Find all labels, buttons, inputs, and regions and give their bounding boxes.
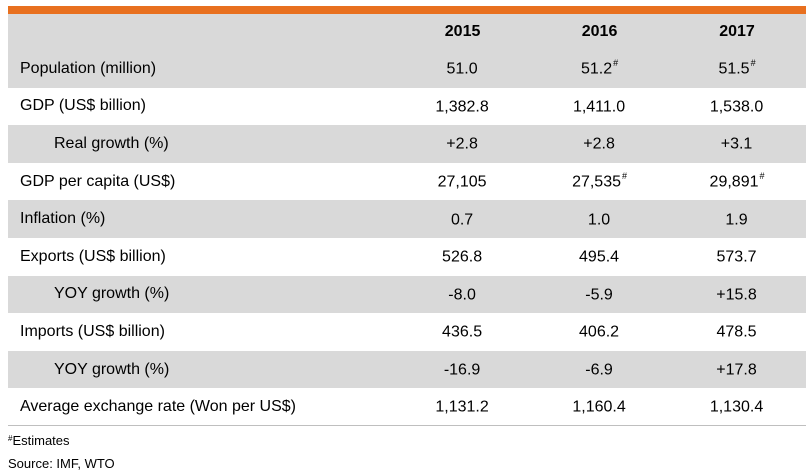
cell-value: +2.8 [531,125,669,163]
cell-value: 0.7 [394,200,532,238]
header-blank-cell [8,14,395,50]
accent-bar [8,6,806,14]
cell-value: +3.1 [668,125,806,163]
economic-indicators-table: 2015 2016 2017 Population (million) 51.0… [8,14,806,426]
cell-value: 1,382.8 [435,98,489,116]
cell-value: 1.9 [668,200,806,238]
table-row: YOY growth (%) -8.0 -5.9 +15.8 [8,275,806,314]
cell-value: 436.5 [442,323,483,341]
table-row: YOY growth (%) -16.9 -6.9 +17.8 [8,350,806,389]
cell-value: 1,411.0 [572,98,626,116]
row-label: Exports (US$ billion) [20,247,166,265]
cell-value: -8.0 [394,275,532,314]
cell-value: 1,131.2 [435,398,489,416]
source-note: Source: IMF, WTO [8,456,115,471]
header-year: 2017 [668,14,806,50]
row-label: Real growth (%) [8,125,395,163]
cell-value: 1,160.4 [572,398,626,416]
row-label: YOY growth (%) [8,350,395,389]
cell-value: 573.7 [716,248,757,266]
row-label: GDP per capita (US$) [20,172,176,190]
header-row: 2015 2016 2017 [8,14,806,50]
cell-value: -16.9 [394,350,532,389]
table-row: Exports (US$ billion) 526.8 495.4 573.7 [8,238,806,276]
cell-value: 526.8 [442,248,483,266]
row-label: YOY growth (%) [8,275,395,314]
table-row: Average exchange rate (Won per US$) 1,13… [8,388,806,426]
cell-value: +2.8 [394,125,532,163]
cell-value: -5.9 [531,275,669,314]
cell-value: 51.2# [531,50,669,88]
cell-value: 51.0 [394,50,532,88]
estimates-mark: # [8,434,13,443]
estimates-text: Estimates [12,433,70,448]
cell-value: +15.8 [668,275,806,314]
table-row: Population (million) 51.0 51.2# 51.5# [8,50,806,88]
table-bottom-rule [8,425,806,426]
row-label: Average exchange rate (Won per US$) [20,398,297,416]
header-year: 2015 [394,14,532,50]
cell-value: 29,891# [709,170,765,191]
table-row: Inflation (%) 0.7 1.0 1.9 [8,200,806,238]
cell-value: 27,535# [572,170,628,191]
cell-value: 1.0 [531,200,669,238]
header-year: 2016 [531,14,669,50]
cell-value: 27,105 [437,173,487,191]
table-row: GDP per capita (US$) 27,105 27,535# 29,8… [8,163,806,201]
table-row: GDP (US$ billion) 1,382.8 1,411.0 1,538.… [8,88,806,126]
cell-value: 1,130.4 [709,398,764,416]
row-label: Population (million) [8,50,395,88]
cell-value: 406.2 [579,323,620,341]
estimates-footnote: #Estimates [8,433,70,448]
row-label: Imports (US$ billion) [20,322,165,340]
cell-value: +17.8 [668,350,806,389]
cell-value: -6.9 [531,350,669,389]
cell-value: 495.4 [579,248,620,266]
cell-value: 51.5# [668,50,806,88]
row-label: Inflation (%) [8,200,395,238]
table-row: Real growth (%) +2.8 +2.8 +3.1 [8,125,806,163]
row-label: GDP (US$ billion) [20,97,146,115]
cell-value: 478.5 [716,323,757,341]
table-row: Imports (US$ billion) 436.5 406.2 478.5 [8,313,806,351]
cell-value: 1,538.0 [709,98,764,116]
